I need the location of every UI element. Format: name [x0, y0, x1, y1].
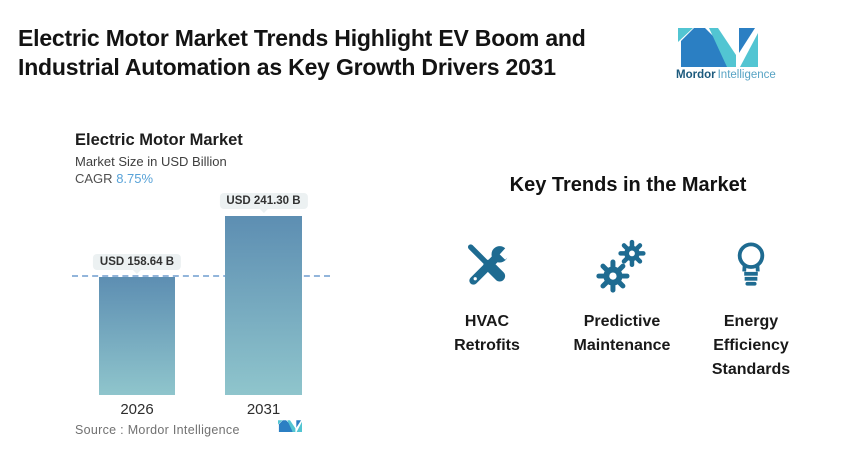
- brand-logo: Mordor Intelligence: [676, 27, 776, 81]
- trend-item-predictive-maintenance: Predictive Maintenance: [550, 236, 694, 358]
- trends-heading: Key Trends in the Market: [509, 174, 747, 196]
- source-label: Source : Mordor Intelligence: [75, 423, 240, 437]
- bar-value-callout-2031: USD 241.30 B: [219, 193, 308, 209]
- bar-value-callout-2026: USD 158.64 B: [92, 254, 182, 270]
- trend-item-hvac-retrofits: HVAC Retrofits: [427, 236, 547, 358]
- wrench-screwdriver-icon: [427, 236, 547, 298]
- chart-cagr: CAGR 8.75%: [75, 171, 153, 186]
- trend-label: Energy Efficiency Standards: [711, 313, 791, 378]
- bar-2031: [225, 216, 302, 395]
- bar-column-2026: USD 158.64 B: [92, 185, 182, 395]
- brand-name: Mordor Intelligence: [676, 69, 776, 81]
- plot-area: USD 158.64 B USD 241.30 B: [60, 185, 340, 395]
- brand-name-bold: Mordor: [676, 69, 716, 81]
- page-title-line2: Industrial Automation as Key Growth Driv…: [18, 54, 556, 80]
- x-tick-2031: 2031: [246, 401, 281, 418]
- page-title: Electric Motor Market Trends Highlight E…: [18, 24, 586, 82]
- trend-label: HVAC Retrofits: [454, 313, 520, 354]
- mordor-logo-icon: [678, 28, 758, 67]
- gears-icon: [550, 236, 694, 298]
- reference-dashed-line: [72, 275, 330, 277]
- lightbulb-icon: [690, 236, 812, 298]
- page-title-line1: Electric Motor Market Trends Highlight E…: [18, 25, 586, 51]
- mordor-mark-small-icon: [278, 420, 302, 432]
- bar-value-label-2031: USD 241.30 B: [219, 193, 308, 209]
- cagr-value: 8.75%: [116, 171, 154, 186]
- x-tick-2026: 2026: [120, 401, 154, 418]
- bar-2026: [99, 277, 175, 395]
- bar-column-2031: USD 241.30 B: [219, 185, 308, 395]
- brand-name-light: Intelligence: [717, 69, 776, 81]
- cagr-label: CAGR: [75, 171, 113, 186]
- chart-subtitle: Market Size in USD Billion: [75, 154, 227, 169]
- chart-title: Electric Motor Market: [75, 131, 243, 149]
- trend-label: Predictive Maintenance: [573, 313, 671, 354]
- bar-value-label-2026: USD 158.64 B: [92, 254, 182, 270]
- trend-item-energy-efficiency: Energy Efficiency Standards: [690, 236, 812, 382]
